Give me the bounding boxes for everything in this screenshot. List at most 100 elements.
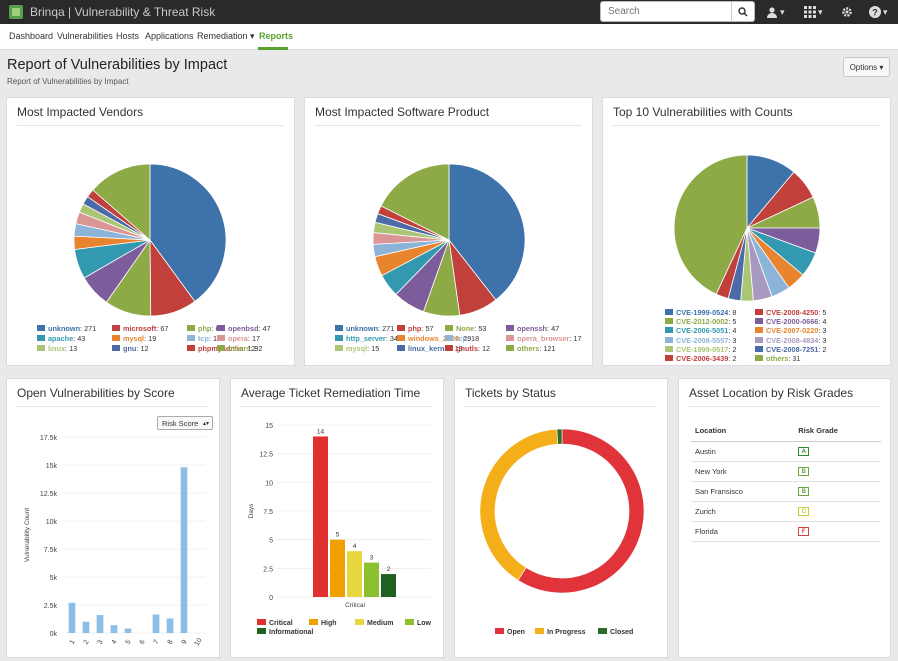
legend-item[interactable]: unknown: 271 xyxy=(37,324,96,334)
nav-vulnerabilities[interactable]: Vulnerabilities xyxy=(57,31,113,41)
bar-score-9[interactable] xyxy=(180,467,188,633)
bar-score-1[interactable] xyxy=(68,602,76,633)
legend-item[interactable]: CVE-1999-0517: 2 xyxy=(665,345,736,355)
legend-swatch xyxy=(187,345,195,351)
nav-hosts[interactable]: Hosts xyxy=(116,31,140,41)
search-button[interactable] xyxy=(731,2,754,21)
help-menu-button[interactable]: ? ▾ xyxy=(869,4,888,20)
legend-item[interactable]: CVE-2000-0666: 4 xyxy=(755,317,826,327)
bar-informational[interactable] xyxy=(381,574,396,597)
legend-item[interactable]: http_server: 34 xyxy=(335,334,398,344)
x-tick-label: 1 xyxy=(69,639,77,646)
legend-item-open[interactable]: Open xyxy=(507,629,525,636)
apps-menu-button[interactable]: ▾ xyxy=(804,4,823,20)
legend-value: 8 xyxy=(732,308,737,317)
legend-item[interactable]: unknown: 271 xyxy=(335,324,394,334)
y-tick-label: 15 xyxy=(265,423,273,430)
nav-dashboard[interactable]: Dashboard xyxy=(9,31,54,41)
legend-item-in-progress[interactable]: In Progress xyxy=(547,629,586,636)
y-tick-label: 5k xyxy=(50,575,58,582)
legend-swatch xyxy=(445,335,453,341)
donut-slice-in-progress[interactable] xyxy=(479,428,559,581)
nav-reports[interactable]: Reports xyxy=(259,31,294,41)
bar-high[interactable] xyxy=(330,539,345,597)
brinqa-logo-icon[interactable] xyxy=(9,5,23,19)
pie-slice-others[interactable] xyxy=(92,163,151,241)
options-button[interactable]: Options ▾ xyxy=(843,57,890,77)
legend-item[interactable]: CVE-2006-3439: 2 xyxy=(665,354,736,364)
bar-score-3[interactable] xyxy=(96,615,104,633)
legend-item-low[interactable]: Low xyxy=(417,620,432,627)
bar-score-5[interactable] xyxy=(124,628,132,633)
legend-item-high[interactable]: High xyxy=(321,620,337,627)
pie-slice-unknown[interactable] xyxy=(149,163,227,302)
legend-item[interactable]: CVE-2007-0220: 3 xyxy=(755,326,826,336)
bar-critical[interactable] xyxy=(313,436,328,597)
bar-score-7[interactable] xyxy=(152,614,160,633)
legend-item[interactable]: php: 57 xyxy=(397,324,434,334)
bar-value-label: 3 xyxy=(370,555,374,562)
bar-low[interactable] xyxy=(364,562,379,597)
nav-applications[interactable]: Applications xyxy=(145,31,194,41)
legend-value: 29 xyxy=(463,334,472,343)
location-cell: Zurich xyxy=(691,501,795,522)
table-row[interactable]: Zurich C xyxy=(691,501,881,522)
legend-item[interactable]: openssh: 47 xyxy=(506,324,559,334)
legend-swatch xyxy=(335,345,343,351)
legend-item-critical[interactable]: Critical xyxy=(269,620,293,627)
legend-item[interactable]: None: 53 xyxy=(445,324,486,334)
svg-text:?: ? xyxy=(872,7,878,17)
table-row[interactable]: San Fransisco B xyxy=(691,481,881,502)
legend-value: 3 xyxy=(732,335,737,345)
legend-item[interactable]: CVE-2008-4250: 5 xyxy=(755,308,826,318)
bar-medium[interactable] xyxy=(347,551,362,597)
legend-item[interactable]: gnutls: 12 xyxy=(445,344,490,354)
bar-score-4[interactable] xyxy=(110,625,118,633)
legend-item[interactable]: others: 121 xyxy=(506,344,556,354)
pie-slice-unknown[interactable] xyxy=(448,163,526,301)
legend-item[interactable]: apache: 43 xyxy=(37,334,85,344)
legend-item[interactable]: tcp: 18 xyxy=(445,334,479,344)
legend-item[interactable]: windows_2000: 29 xyxy=(397,334,471,344)
table-row[interactable]: New York B xyxy=(691,461,881,482)
legend-item[interactable]: others: 92 xyxy=(217,344,263,354)
bar-score-8[interactable] xyxy=(166,618,174,633)
legend-swatch xyxy=(665,309,673,315)
user-menu-button[interactable]: ▾ xyxy=(766,4,785,20)
search-input[interactable] xyxy=(601,2,731,21)
legend-item[interactable]: others: 31 xyxy=(755,354,801,364)
legend-item[interactable]: gnu: 12 xyxy=(112,344,149,354)
bar-score-2[interactable] xyxy=(82,621,90,633)
legend-item[interactable]: mysql: 19 xyxy=(112,334,156,344)
donut-slice-open[interactable] xyxy=(517,428,645,594)
legend-item[interactable]: linux: 13 xyxy=(37,344,77,354)
pie-slice-others[interactable] xyxy=(673,154,748,295)
legend-item[interactable]: CVE-2008-4834: 3 xyxy=(755,336,826,346)
settings-button[interactable] xyxy=(841,4,853,20)
grade-cell: B xyxy=(794,461,881,482)
main-nav: Dashboard Vulnerabilities Hosts Applicat… xyxy=(0,24,898,50)
legend-item[interactable]: CVE-2008-7251: 2 xyxy=(755,345,826,355)
legend-item[interactable]: CVE-1999-0524: 8 xyxy=(665,308,736,318)
donut-slice-closed[interactable] xyxy=(556,428,563,445)
divider xyxy=(17,406,209,407)
risk-score-select[interactable]: Risk Score ▴▾ xyxy=(157,416,213,430)
table-row[interactable]: Florida F xyxy=(691,521,881,542)
legend-item[interactable]: microsoft: 67 xyxy=(112,324,168,334)
x-tick-label: 5 xyxy=(125,639,133,646)
legend-item-medium[interactable]: Medium xyxy=(367,620,393,627)
legend-swatch xyxy=(506,345,514,351)
legend-item-informational[interactable]: Informational xyxy=(269,629,313,636)
legend-item-closed[interactable]: Closed xyxy=(610,629,633,636)
legend-label: opera_browser xyxy=(517,334,570,343)
legend-item[interactable]: CVE-2006-5051: 4 xyxy=(665,326,736,336)
nav-remediation[interactable]: Remediation ▾ xyxy=(197,31,255,42)
legend-item[interactable]: opera: 17 xyxy=(217,334,260,344)
legend-item[interactable]: openbsd: 47 xyxy=(217,324,271,334)
legend-item[interactable]: CVE-2008-5557: 3 xyxy=(665,336,736,346)
table-row[interactable]: Austin A xyxy=(691,441,881,462)
legend-item[interactable]: CVE-2012-0002: 5 xyxy=(665,317,736,327)
legend-item[interactable]: opera_browser: 17 xyxy=(506,334,582,344)
pie-slice-others[interactable] xyxy=(380,163,450,241)
legend-item[interactable]: mysql: 15 xyxy=(335,344,379,354)
